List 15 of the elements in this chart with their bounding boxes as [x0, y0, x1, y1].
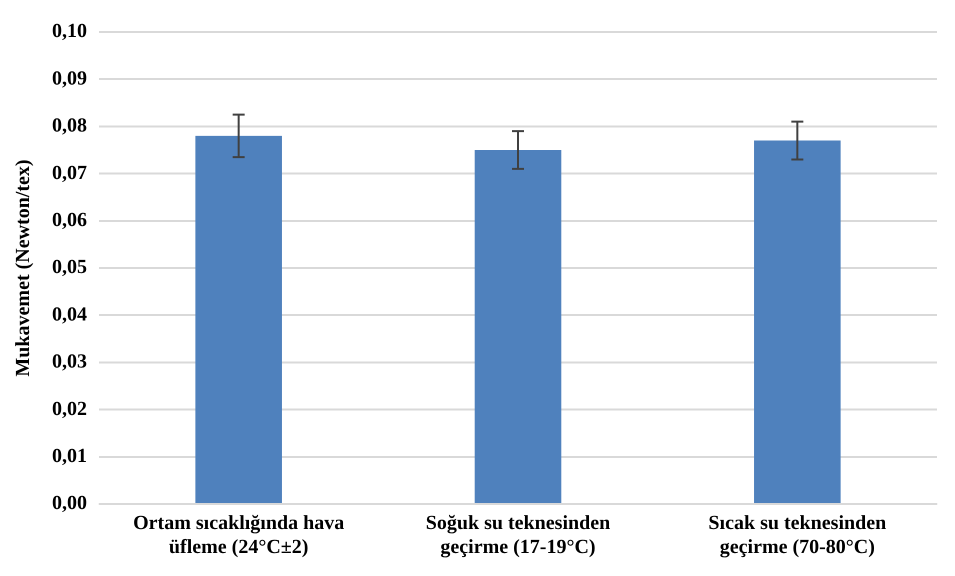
- y-tick-label: 0,03: [52, 350, 87, 373]
- y-axis-title: Mukavemet (Newton/tex): [12, 159, 34, 377]
- y-tick-label: 0,10: [52, 20, 87, 42]
- y-tick-label: 0,01: [52, 444, 87, 467]
- x-tick-label: Sıcak su teknesinden geçirme (70-80°C): [708, 512, 886, 558]
- y-tick-label: 0,05: [52, 256, 87, 278]
- y-tick-label: 0,09: [52, 67, 87, 90]
- x-tick-label: Ortam sıcaklığında hava üfleme (24°C±2): [133, 512, 344, 558]
- y-tick-label: 0,00: [52, 492, 87, 514]
- x-tick-label: Soğuk su teknesinden geçirme (17-19°C): [426, 512, 610, 558]
- y-tick-label: 0,07: [52, 162, 87, 184]
- y-tick-label: 0,02: [52, 398, 87, 420]
- y-tick-label: 0,06: [52, 208, 87, 231]
- y-tick-label: 0,08: [52, 114, 87, 137]
- y-tick-label: 0,04: [52, 303, 87, 326]
